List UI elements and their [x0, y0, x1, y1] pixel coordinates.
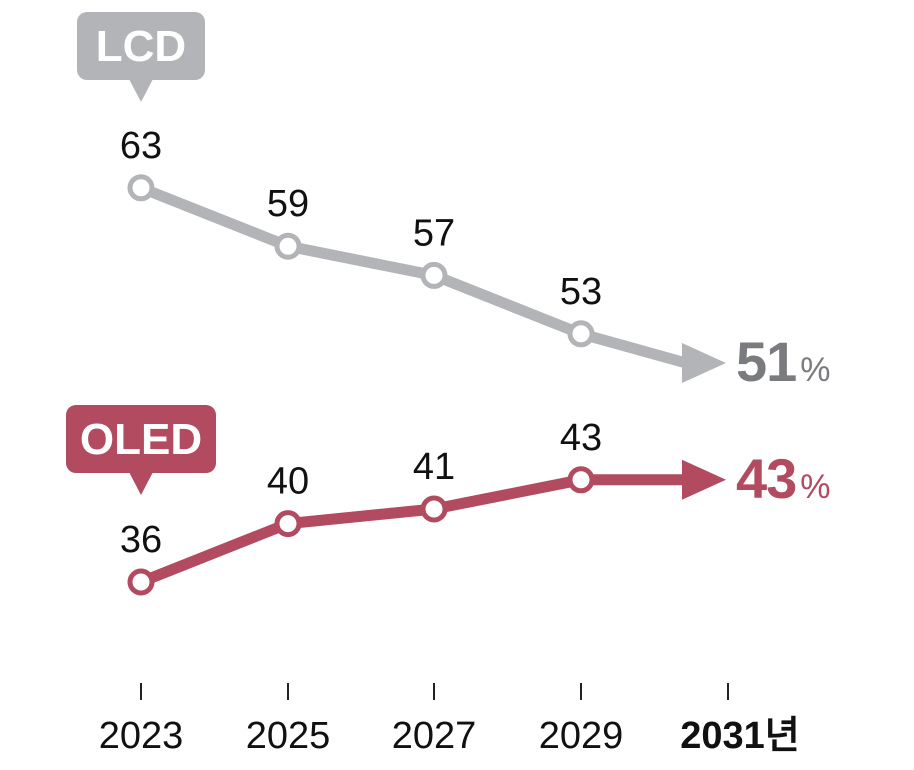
lcd-end-value-number: 51	[736, 330, 796, 393]
oled-tag-label: OLED	[80, 415, 202, 464]
oled-tag-pointer	[129, 472, 153, 495]
lcd-tag-pointer	[129, 79, 153, 102]
x-tick-label-2025: 2025	[246, 715, 331, 757]
oled-end-value-number: 43	[736, 447, 796, 510]
lcd-value-label-2027: 57	[413, 212, 455, 254]
x-tick-label-2029: 2029	[539, 715, 624, 757]
lcd-tag-label: LCD	[96, 22, 186, 71]
x-tick-label-2023: 2023	[99, 715, 184, 757]
oled-point-2027	[420, 495, 448, 523]
x-tick-label-2027: 2027	[392, 715, 477, 757]
lcd-arrow-head	[682, 343, 726, 383]
x-tick-label-2031: 2031년	[680, 715, 800, 757]
lcd-point-2025	[274, 232, 302, 260]
lcd-value-label-2025: 59	[267, 183, 309, 225]
oled-value-label-2029: 43	[560, 417, 602, 459]
oled-point-2029	[567, 466, 595, 494]
oled-point-2023	[127, 568, 155, 596]
oled-point-2025	[274, 510, 302, 538]
lcd-point-2029	[567, 320, 595, 348]
oled-value-label-2023: 36	[120, 519, 162, 561]
oled-arrow-head	[682, 459, 726, 500]
lcd-end-value: 51%	[736, 330, 830, 393]
oled-end-value-unit: %	[800, 468, 830, 506]
lcd-point-2023	[127, 174, 155, 202]
oled-end-value: 43%	[736, 447, 830, 510]
lcd-tag-box	[77, 12, 205, 80]
lcd-value-label-2023: 63	[120, 125, 162, 167]
oled-legend-tag: OLED	[66, 405, 216, 495]
oled-series-line	[138, 474, 686, 588]
lcd-point-2027	[420, 261, 448, 289]
oled-value-label-2027: 41	[413, 446, 455, 488]
lcd-legend-tag: LCD	[77, 12, 205, 102]
lcd-end-value-unit: %	[800, 351, 830, 389]
oled-tag-box	[66, 405, 216, 473]
lcd-value-label-2029: 53	[560, 271, 602, 313]
oled-value-label-2025: 40	[267, 461, 309, 503]
